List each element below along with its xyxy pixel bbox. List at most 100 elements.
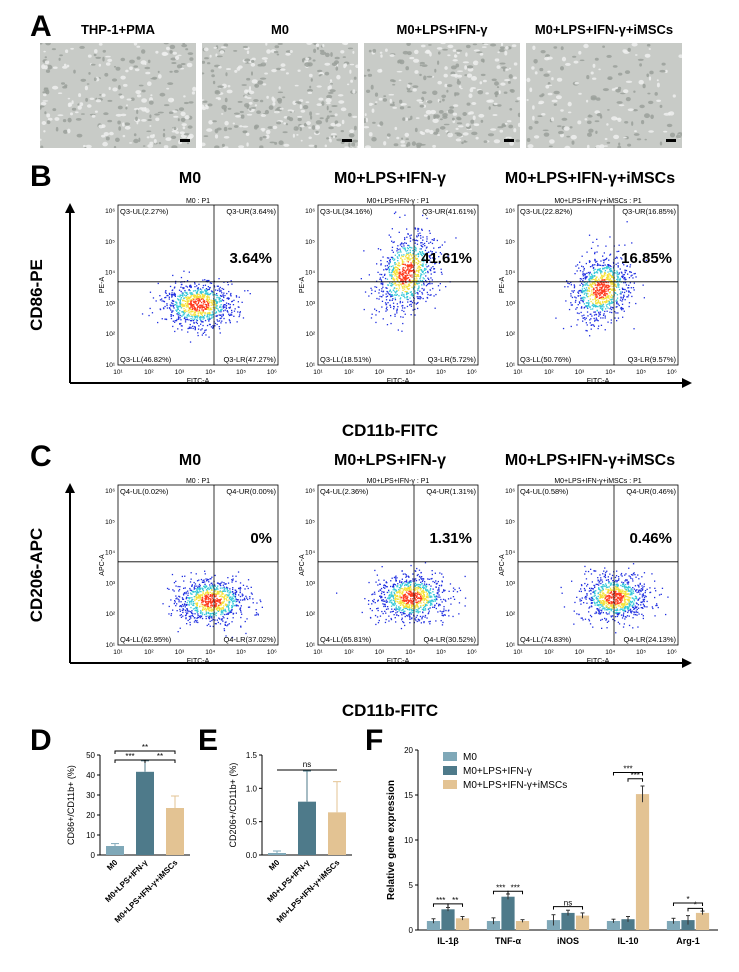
- cell: [447, 44, 454, 49]
- flow-dot: [404, 313, 406, 315]
- flow-dot: [195, 296, 198, 298]
- flow-dot: [239, 591, 241, 593]
- flow-dot: [244, 620, 246, 623]
- flow-dot: [219, 310, 221, 312]
- flow-dot: [423, 597, 425, 599]
- flow-dot: [429, 232, 431, 234]
- cell: [672, 94, 676, 98]
- flow-dot: [386, 306, 388, 308]
- flow-dot: [392, 589, 394, 591]
- flow-dot: [407, 575, 409, 577]
- flow-dot: [186, 310, 188, 313]
- cell: [294, 84, 299, 87]
- flow-dot: [202, 315, 205, 318]
- flow-dot: [225, 613, 228, 615]
- cell: [490, 128, 497, 131]
- cell: [526, 77, 531, 83]
- flow-dot: [597, 292, 599, 294]
- flow-dot: [608, 295, 610, 297]
- flow-dot: [416, 236, 418, 238]
- flow-dot: [205, 598, 208, 600]
- cell: [410, 115, 413, 120]
- cell: [577, 120, 582, 125]
- flow-dot: [595, 296, 598, 299]
- flow-dot: [215, 315, 217, 317]
- flow-dot: [221, 592, 223, 594]
- flow-dot: [590, 313, 592, 315]
- flow-dot: [395, 589, 397, 591]
- flow-dot: [209, 591, 211, 593]
- flow-dot: [581, 300, 584, 302]
- flow-dot: [413, 270, 416, 272]
- cell: [173, 69, 179, 73]
- flow-dot: [197, 610, 199, 613]
- flow-dot: [415, 257, 417, 259]
- flow-dot: [209, 610, 211, 612]
- flow-dot: [197, 288, 199, 291]
- cell: [471, 102, 477, 105]
- flow-dot: [224, 583, 226, 585]
- cell: [648, 76, 652, 81]
- flow-dot: [390, 618, 393, 621]
- flow-dot: [208, 296, 210, 298]
- flow-dot: [202, 303, 205, 305]
- flow-dot: [206, 315, 208, 317]
- cell: [459, 85, 462, 89]
- cell: [293, 126, 299, 131]
- cell: [539, 94, 544, 98]
- y-tick-label: 10²: [106, 331, 116, 338]
- flow-dot: [598, 289, 600, 291]
- flow-dot: [200, 616, 203, 618]
- flow-dot: [404, 256, 407, 258]
- flow-dot: [594, 304, 596, 306]
- flow-dot: [195, 606, 197, 608]
- flow-dot: [170, 314, 173, 316]
- flow-dot: [223, 601, 225, 603]
- flow-dot: [602, 291, 604, 293]
- flow-dot: [173, 293, 175, 296]
- cell: [470, 119, 475, 124]
- cell: [453, 104, 459, 107]
- flow-dot: [601, 284, 604, 286]
- flow-dot: [220, 300, 222, 302]
- flow-dot: [417, 235, 420, 237]
- flow-dot: [606, 257, 608, 259]
- cell: [618, 104, 625, 107]
- flow-dot: [231, 593, 234, 596]
- flow-dot: [606, 274, 609, 276]
- cell: [85, 97, 88, 102]
- flow-dot: [233, 595, 235, 597]
- flow-dot: [181, 292, 183, 294]
- flow-dot: [207, 588, 209, 590]
- flow-dot: [206, 279, 208, 282]
- flow-dot: [618, 272, 620, 274]
- flow-dot: [426, 617, 428, 619]
- flow-dot: [168, 296, 170, 298]
- flow-dot: [159, 295, 161, 297]
- flow-dot: [183, 308, 185, 310]
- flow-dot: [177, 312, 179, 314]
- flow-dot: [603, 279, 605, 281]
- flow-dot: [422, 297, 424, 300]
- flow-dot: [194, 282, 196, 284]
- flow-dot: [152, 297, 155, 299]
- flow-dot: [409, 240, 412, 242]
- cell: [251, 79, 258, 84]
- flow-dot: [188, 327, 190, 329]
- cell: [98, 63, 101, 67]
- flow-dot: [174, 330, 176, 333]
- cell: [482, 79, 487, 83]
- flow-dot: [588, 260, 591, 262]
- flow-dot: [579, 289, 581, 292]
- flow-dot: [614, 284, 616, 286]
- cell: [375, 101, 378, 103]
- flow-dot: [604, 310, 606, 313]
- flow-dot: [419, 232, 421, 234]
- flow-dot: [625, 278, 627, 281]
- flow-dot: [398, 265, 401, 267]
- cell: [44, 60, 50, 65]
- flow-dot: [176, 305, 178, 307]
- flow-dot: [568, 283, 570, 285]
- flow-dot: [216, 587, 218, 589]
- flow-dot: [208, 581, 210, 583]
